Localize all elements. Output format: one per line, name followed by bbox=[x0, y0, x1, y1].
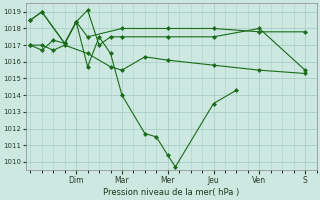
X-axis label: Pression niveau de la mer( hPa ): Pression niveau de la mer( hPa ) bbox=[103, 188, 239, 197]
